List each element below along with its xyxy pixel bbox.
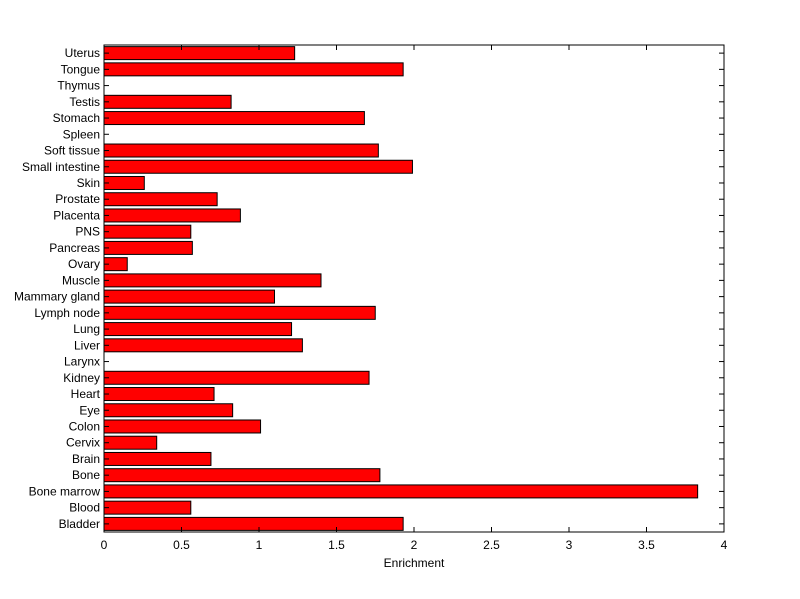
x-tick-label-7: 3.5 <box>638 538 655 552</box>
bar-blood <box>103 500 192 515</box>
x-tick-label-5: 2.5 <box>483 538 500 552</box>
x-tick-label-0: 0 <box>101 538 108 552</box>
y-tick-label-thymus: Thymus <box>57 79 100 93</box>
bar-bone <box>103 468 381 483</box>
y-tick-label-prostate: Prostate <box>55 192 100 206</box>
y-tick-label-placenta: Placenta <box>53 208 100 222</box>
y-tick-label-testis: Testis <box>69 95 100 109</box>
y-tick-label-eye: Eye <box>79 403 100 417</box>
bar-uterus <box>103 46 296 61</box>
bar-small-intestine <box>103 159 413 174</box>
x-axis-label: Enrichment <box>384 556 445 570</box>
y-tick-label-cervix: Cervix <box>66 436 100 450</box>
y-tick-label-small-intestine: Small intestine <box>22 160 100 174</box>
y-tick-label-larynx: Larynx <box>64 355 100 369</box>
bar-heart <box>103 387 215 402</box>
y-tick-label-muscle: Muscle <box>62 273 100 287</box>
bar-brain <box>103 451 212 466</box>
bar-muscle <box>103 273 322 288</box>
x-tick-label-6: 3 <box>566 538 573 552</box>
y-tick-label-bone-marrow: Bone marrow <box>29 484 101 498</box>
bar-tongue <box>103 62 404 77</box>
bar-bone-marrow <box>103 484 699 499</box>
y-tick-label-kidney: Kidney <box>63 371 100 385</box>
bar-colon <box>103 419 262 434</box>
bar-skin <box>103 175 145 190</box>
y-tick-label-tongue: Tongue <box>61 62 101 76</box>
y-tick-label-pancreas: Pancreas <box>49 241 100 255</box>
y-tick-label-colon: Colon <box>69 419 100 433</box>
y-tick-label-mammary-gland: Mammary gland <box>14 290 100 304</box>
y-tick-label-liver: Liver <box>74 338 100 352</box>
y-tick-label-pns: PNS <box>75 225 100 239</box>
bar-pns <box>103 224 192 239</box>
bar-liver <box>103 338 303 353</box>
x-tick-label-3: 1.5 <box>328 538 345 552</box>
y-tick-label-spleen: Spleen <box>63 127 100 141</box>
bar-stomach <box>103 111 365 126</box>
x-tick-label-1: 0.5 <box>173 538 190 552</box>
y-tick-label-bone: Bone <box>72 468 100 482</box>
y-tick-label-lymph-node: Lymph node <box>34 306 100 320</box>
x-tick-label-4: 2 <box>411 538 418 552</box>
bar-eye <box>103 403 234 418</box>
y-tick-label-brain: Brain <box>72 452 100 466</box>
y-tick-label-skin: Skin <box>77 176 100 190</box>
bar-soft-tissue <box>103 143 379 158</box>
ticks-group <box>103 45 725 532</box>
y-tick-labels-group: Bladder Blood Bone marrow Bone Brain Cervix Co… <box>14 46 101 531</box>
bar-placenta <box>103 208 241 223</box>
x-tick-labels-group: 0 0.5 1 1.5 2 2.5 3 3.5 4 <box>101 538 728 552</box>
bar-lymph-node <box>103 305 376 320</box>
y-tick-label-uterus: Uterus <box>65 46 100 60</box>
bar-prostate <box>103 192 218 207</box>
bar-cervix <box>103 435 158 450</box>
bar-bladder <box>103 516 404 531</box>
bar-mammary-gland <box>103 289 275 304</box>
bar-lung <box>103 322 293 337</box>
x-tick-label-2: 1 <box>256 538 263 552</box>
bar-pancreas <box>103 240 193 255</box>
y-tick-label-stomach: Stomach <box>53 111 100 125</box>
y-tick-label-blood: Blood <box>69 501 100 515</box>
x-tick-label-8: 4 <box>721 538 728 552</box>
y-tick-label-soft-tissue: Soft tissue <box>44 144 100 158</box>
bar-testis <box>103 94 232 109</box>
y-tick-label-lung: Lung <box>73 322 100 336</box>
y-tick-label-heart: Heart <box>71 387 101 401</box>
y-tick-label-ovary: Ovary <box>68 257 100 271</box>
bar-kidney <box>103 370 370 385</box>
y-tick-label-bladder: Bladder <box>59 517 100 531</box>
